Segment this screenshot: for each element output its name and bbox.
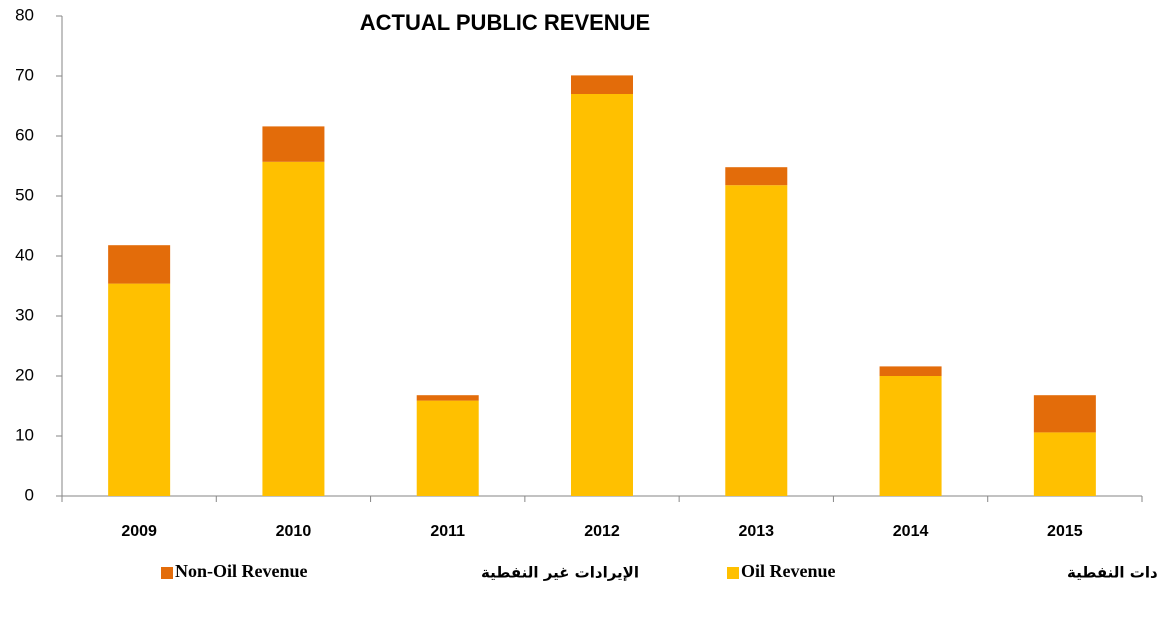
x-tick-label: 2010 <box>276 523 312 540</box>
bar-segment <box>108 283 171 496</box>
y-tick-label: 60 <box>15 125 34 144</box>
x-tick-label: 2014 <box>893 523 929 540</box>
x-tick-label: 2013 <box>738 523 774 540</box>
y-tick-label: 30 <box>15 305 34 324</box>
bar-segment <box>262 161 325 497</box>
x-tick-label: 2012 <box>584 523 620 540</box>
y-tick-label: 0 <box>25 485 34 504</box>
bar-segment <box>879 376 942 496</box>
bar-segment <box>571 94 633 496</box>
legend-label: Non-Oil Revenue <box>175 561 308 581</box>
y-tick-label: 40 <box>15 245 34 264</box>
bar-segment <box>108 245 171 284</box>
bar-segment <box>725 185 788 496</box>
legend-label-ar: الإيرادات غير النفطية <box>481 564 639 582</box>
legend-swatch <box>727 567 739 579</box>
legend-label-ar: الإيرادات النفطية <box>1067 564 1157 582</box>
y-tick-label: 80 <box>15 5 34 24</box>
bar-segment <box>416 400 479 496</box>
y-tick-label: 50 <box>15 185 34 204</box>
bar-segment <box>571 75 633 94</box>
x-tick-label: 2009 <box>121 523 157 540</box>
y-tick-label: 70 <box>15 65 34 84</box>
bar-segment <box>879 366 942 376</box>
legend-label: Oil Revenue <box>741 561 836 581</box>
bar-segment <box>1033 432 1096 496</box>
bar-segment <box>416 395 479 401</box>
bar-segment <box>1033 395 1096 433</box>
x-tick-label: 2011 <box>430 523 465 540</box>
bar-segment <box>262 126 325 162</box>
legend-swatch <box>161 567 173 579</box>
y-tick-label: 20 <box>15 365 34 384</box>
x-tick-label: 2015 <box>1047 523 1083 540</box>
y-tick-label: 10 <box>15 425 34 444</box>
chart-title: ACTUAL PUBLIC REVENUE <box>360 10 651 35</box>
bar-segment <box>725 167 788 186</box>
